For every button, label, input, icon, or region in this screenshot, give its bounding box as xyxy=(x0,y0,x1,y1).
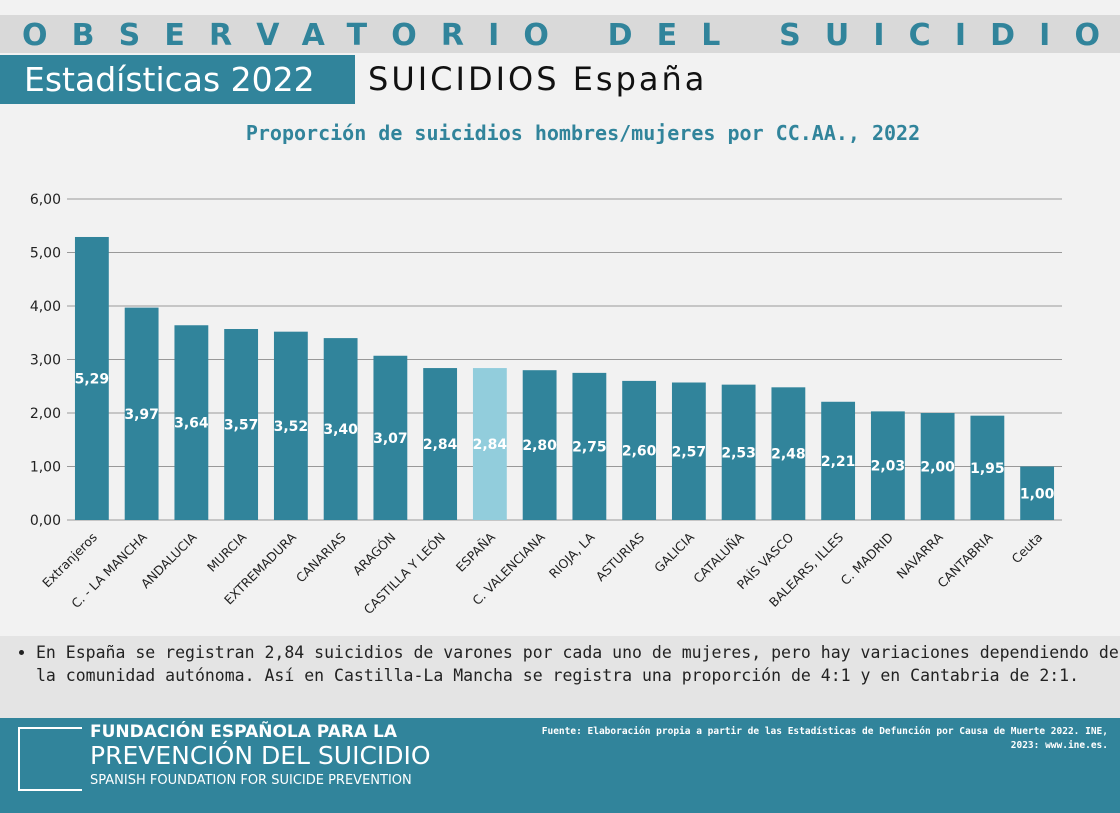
footer xyxy=(0,718,1120,813)
note: En España se registran 2,84 suicidios de… xyxy=(36,641,1120,687)
x-tick-label: C. MADRID xyxy=(838,530,896,588)
data-label: 3,07 xyxy=(373,431,408,447)
bar xyxy=(224,329,259,520)
banner-svg: OBSERVATORIO DEL SUICIDIO xyxy=(22,18,1100,53)
bar xyxy=(970,415,1005,520)
data-label: 5,29 xyxy=(75,371,110,387)
bar xyxy=(74,236,109,521)
logo-line: FUNDACIÓN ESPAÑOLA PARA LA xyxy=(90,722,398,742)
bar xyxy=(721,384,756,520)
x-tick-label: Ceuta xyxy=(1009,530,1046,567)
data-label: 1,95 xyxy=(970,461,1005,477)
data-label: 1,00 xyxy=(1020,486,1055,502)
data-label: 2,75 xyxy=(572,439,607,455)
data-label: 2,48 xyxy=(771,447,806,463)
x-tick-label: MURCIA xyxy=(204,529,250,575)
logo-line: PREVENCIÓN DEL SUICIDIO xyxy=(90,741,431,770)
bar xyxy=(771,387,806,520)
bar xyxy=(821,401,856,520)
bar xyxy=(522,370,557,520)
section-title: Estadísticas 2022 xyxy=(0,55,355,104)
data-label: 3,64 xyxy=(174,416,209,432)
x-tick-label: RIOJA, LA xyxy=(546,529,598,581)
bar xyxy=(124,307,159,520)
bar xyxy=(622,380,657,520)
y-tick-label: 0,00 xyxy=(30,513,61,529)
chart: Proporción de suicidios hombres/mujeres … xyxy=(30,121,1062,617)
data-label: 3,57 xyxy=(224,418,259,434)
bar xyxy=(323,338,358,520)
y-tick-label: 4,00 xyxy=(30,299,61,315)
data-label: 2,84 xyxy=(423,437,458,453)
data-label: 2,57 xyxy=(672,444,707,460)
chart-title: Proporción de suicidios hombres/mujeres … xyxy=(246,121,920,145)
data-label: 3,40 xyxy=(323,422,358,438)
y-tick-label: 2,00 xyxy=(30,406,61,422)
data-label: 2,53 xyxy=(721,445,756,461)
note-box xyxy=(0,636,1120,718)
logo-line: SPANISH FOUNDATION FOR SUICIDE PREVENTIO… xyxy=(90,773,412,788)
logo-frame xyxy=(18,727,82,791)
x-tick-label: ESPAÑA xyxy=(453,529,499,575)
bar xyxy=(273,331,308,520)
y-tick-label: 1,00 xyxy=(30,460,61,476)
y-tick-label: 6,00 xyxy=(30,192,61,208)
data-label: 2,84 xyxy=(473,437,508,453)
source: Fuente: Elaboración propia a partir de l… xyxy=(541,726,1108,751)
bar xyxy=(572,372,607,520)
subtitle: SUICIDIOS España xyxy=(368,60,708,98)
y-tick-label: 5,00 xyxy=(30,246,61,262)
x-tick-label: NAVARRA xyxy=(894,529,947,582)
data-label: 2,03 xyxy=(871,459,906,475)
banner: OBSERVATORIO DEL SUICIDIO xyxy=(0,15,1120,53)
bar xyxy=(174,325,209,520)
bar xyxy=(472,368,507,520)
x-tick-label: CANARIAS xyxy=(293,529,349,585)
data-label: 3,97 xyxy=(124,407,159,423)
data-label: 2,21 xyxy=(821,454,856,470)
bar xyxy=(671,382,706,520)
bar xyxy=(423,368,458,520)
bar xyxy=(1020,466,1055,520)
bar xyxy=(920,413,955,520)
note-list: En España se registran 2,84 suicidios de… xyxy=(16,641,1120,687)
data-label: 2,80 xyxy=(522,438,557,454)
x-tick-label: GALICIA xyxy=(651,529,697,575)
data-label: 3,52 xyxy=(274,419,309,435)
bar xyxy=(373,355,408,520)
x-tick-label: ARAGÓN xyxy=(350,530,399,579)
data-label: 2,00 xyxy=(920,460,955,476)
y-tick-label: 3,00 xyxy=(30,353,61,369)
data-label: 2,60 xyxy=(622,443,657,459)
banner-text: OBSERVATORIO DEL SUICIDIO xyxy=(22,18,1100,53)
bar xyxy=(870,411,905,520)
x-tick-label: ASTURIAS xyxy=(593,529,648,584)
